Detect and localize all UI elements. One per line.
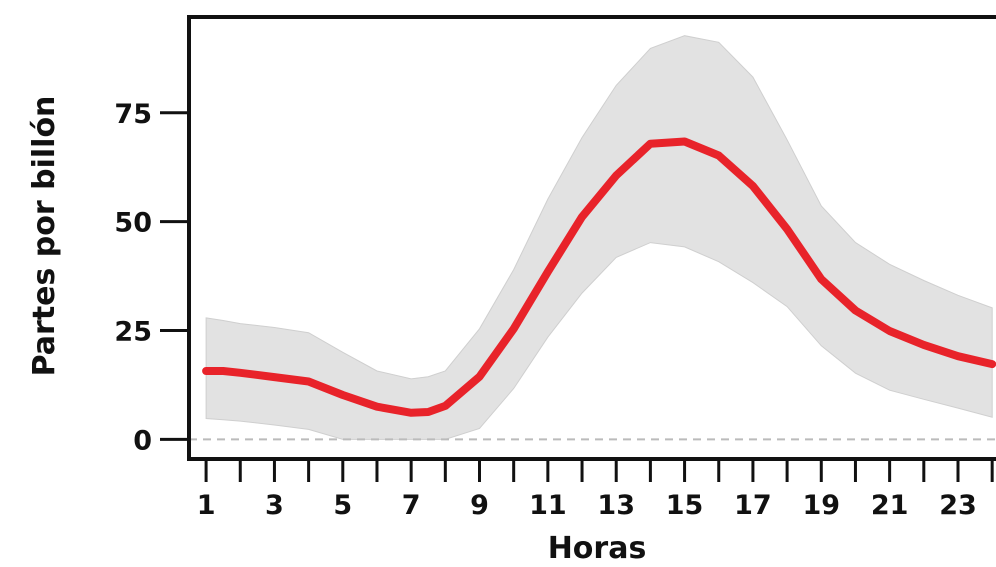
y-tick-label: 25 <box>114 317 152 348</box>
y-axis-title: Partes por billón <box>27 96 62 377</box>
y-tick-label: 0 <box>133 425 152 456</box>
x-axis-title: Horas <box>548 531 647 566</box>
x-tick-label: 11 <box>529 490 567 521</box>
series-line <box>202 137 996 417</box>
y-tick-label: 75 <box>114 99 152 130</box>
x-tick-label: 19 <box>802 490 840 521</box>
x-tick-label: 1 <box>197 490 216 521</box>
x-tick-label: 3 <box>265 490 284 521</box>
x-tick-label: 9 <box>470 490 489 521</box>
plot-frame <box>187 15 996 461</box>
x-tick-label: 7 <box>402 490 421 521</box>
x-tick-label: 17 <box>734 490 772 521</box>
y-tick-label: 50 <box>114 208 152 239</box>
x-tick-label: 5 <box>333 490 352 521</box>
confidence-band <box>205 35 993 440</box>
x-tick-label: 13 <box>597 490 635 521</box>
x-tick-label: 23 <box>939 490 977 521</box>
x-tick-label: 21 <box>871 490 909 521</box>
x-tick-label: 15 <box>666 490 704 521</box>
